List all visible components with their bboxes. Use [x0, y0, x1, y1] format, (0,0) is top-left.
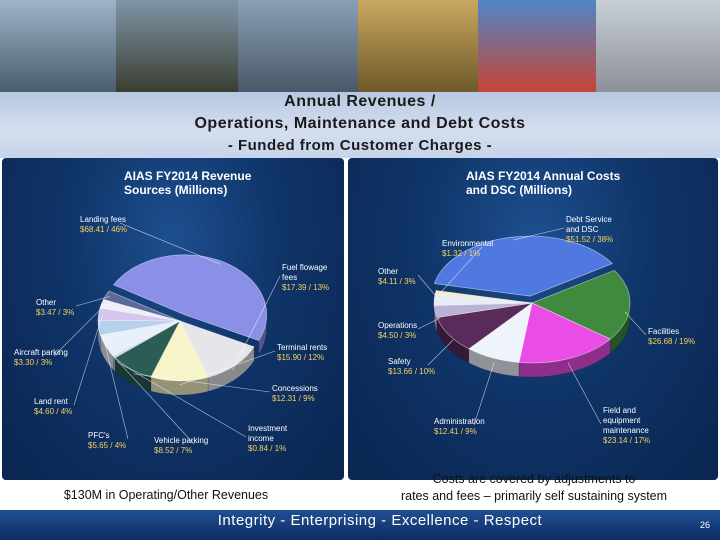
leader-line	[53, 304, 106, 357]
leader-line	[232, 275, 281, 371]
slice-label: Field and	[603, 406, 636, 415]
slice-label: Investment	[248, 424, 288, 433]
leader-line	[417, 317, 440, 330]
slice-label: Vehicle parking	[154, 436, 208, 445]
leader-line	[513, 227, 565, 241]
leader-line	[473, 362, 495, 426]
pie-slice-facilities	[531, 269, 631, 340]
leader-line	[440, 246, 483, 294]
slice-label: fees	[282, 273, 297, 282]
costs-caption-line1: Costs are covered by adjustments to	[432, 472, 636, 486]
leader-line	[108, 351, 195, 445]
leader-line	[427, 339, 454, 366]
leader-line	[102, 334, 129, 440]
revenue-chart-panel: AIAS FY2014 Revenue Sources (Millions) Lan…	[2, 158, 344, 480]
terminal-building-photo	[596, 0, 720, 92]
slice-label: Other	[378, 267, 398, 276]
leader-line	[417, 274, 440, 301]
slice-label: Other	[36, 298, 56, 307]
page-subtitle: - Funded from Customer Charges -	[227, 137, 493, 154]
slice-label: $12.41 / 9%	[434, 427, 477, 436]
slice-label: Land rent	[34, 397, 69, 406]
leader-line	[75, 296, 110, 307]
slice-label: $68.41 / 46%	[80, 225, 127, 234]
chart-title: Sources (Millions)	[124, 183, 227, 197]
truck-highway-photo	[358, 0, 478, 92]
pie-slice-other	[433, 293, 533, 306]
slice-label: Fuel flowage	[282, 263, 328, 272]
slice-label: Aircraft parking	[14, 348, 68, 357]
slice-label: maintenance	[603, 426, 649, 435]
footer-bar	[0, 510, 720, 540]
floatplanes-photo	[478, 0, 596, 92]
slice-label: $26.68 / 19%	[648, 337, 695, 346]
slice-label: $8.52 / 7%	[154, 446, 192, 455]
leader-line	[179, 350, 276, 386]
chart-title: AIAS FY2014 Revenue	[124, 169, 252, 183]
slice-label: income	[248, 434, 274, 443]
footer-values: Integrity - Enterprising - Excellence - …	[217, 512, 543, 529]
slice-label: $12.31 / 9%	[272, 394, 315, 403]
slice-label: Facilities	[648, 327, 679, 336]
slice-label: Safety	[388, 357, 411, 366]
slice-label: Administration	[434, 417, 485, 426]
slice-label: $3.30 / 3%	[14, 358, 52, 367]
leader-line	[73, 314, 103, 406]
slice-label: $3.47 / 3%	[36, 308, 74, 317]
slice-label: Concessions	[272, 384, 318, 393]
leader-line	[624, 311, 647, 336]
ferry-ship-photo	[238, 0, 358, 92]
leader-line	[567, 362, 602, 425]
leader-line	[119, 222, 221, 265]
page-number: 26	[699, 520, 710, 530]
slice-label: $23.14 / 17%	[603, 436, 650, 445]
slice-label: $4.50 / 3%	[378, 331, 416, 340]
slice-label: $51.52 / 38%	[566, 235, 613, 244]
slice-label: $4.60 / 4%	[34, 407, 72, 416]
leader-line	[117, 361, 247, 438]
pie-slice-landing-fees	[113, 254, 268, 341]
pie-slice-debt-service	[433, 235, 614, 297]
slice-label: and DSC	[566, 225, 599, 234]
costs-chart-panel: AIAS FY2014 Annual Costs and DSC (Million…	[348, 158, 718, 480]
slice-label: $4.11 / 3%	[378, 277, 416, 286]
slice-label: Operations	[378, 321, 417, 330]
pie-slice-other	[102, 290, 181, 322]
slice-label: $1.32 / 1%	[442, 249, 480, 258]
slice-label: $17.39 / 13%	[282, 283, 329, 292]
slice-label: $13.66 / 10%	[388, 367, 435, 376]
slice-label: Environmental	[442, 239, 493, 248]
revenue-caption: $130M in Operating/Other Revenues	[63, 488, 269, 502]
slice-label: $5.65 / 4%	[88, 441, 126, 450]
chart-title: and DSC (Millions)	[466, 183, 572, 197]
pie-slice-environmental	[434, 290, 533, 304]
pie-slice-field-and	[518, 302, 611, 364]
slice-label: PFC's	[88, 431, 110, 440]
slice-label: equipment	[603, 416, 641, 425]
jet-landing-photo	[0, 0, 116, 92]
slice-label: Landing fees	[80, 215, 126, 224]
slice-label: Debt Service	[566, 215, 612, 224]
leader-line	[133, 373, 271, 393]
page-title-line1: Annual Revenues /	[284, 93, 436, 110]
photo-strip	[0, 0, 720, 92]
costs-caption-line2: rates and fees – primarily self sustaini…	[400, 489, 668, 503]
page-title-line2: Operations, Maintenance and Debt Costs	[194, 115, 526, 132]
slice-label: Terminal rents	[277, 343, 327, 352]
slice-label: $15.90 / 12%	[277, 353, 324, 362]
title-banner	[0, 92, 720, 158]
chart-title: AIAS FY2014 Annual Costs	[466, 169, 621, 183]
rainbow-runway-photo	[116, 0, 238, 92]
slice-label: $0.84 / 1%	[248, 444, 286, 453]
